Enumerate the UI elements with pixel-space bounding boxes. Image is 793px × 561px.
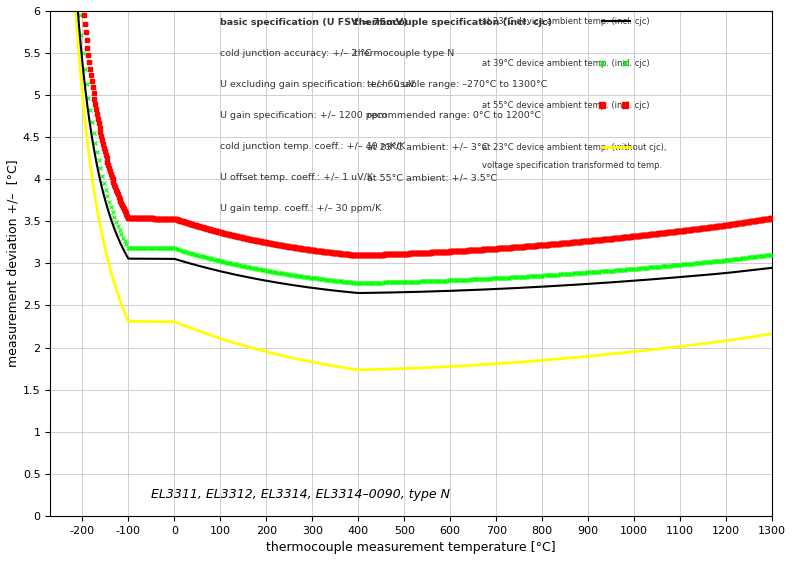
Text: thermocouple type N: thermocouple type N [354, 49, 454, 58]
Text: recommended range: 0°C to 1200°C: recommended range: 0°C to 1200°C [367, 111, 542, 120]
Text: at 39°C device ambient temp. (incl. cjc): at 39°C device ambient temp. (incl. cjc) [482, 58, 650, 68]
Text: U excluding gain specification: +/– 60 uV: U excluding gain specification: +/– 60 u… [220, 80, 416, 89]
Text: basic specification (U FSV = 75mV): basic specification (U FSV = 75mV) [220, 18, 408, 27]
Text: thermocouple specification (incl. cjc): thermocouple specification (incl. cjc) [354, 18, 552, 27]
Text: U offset temp. coeff.: +/– 1 uV/K: U offset temp. coeff.: +/– 1 uV/K [220, 173, 374, 182]
Text: voltage specification transformed to temp.: voltage specification transformed to tem… [482, 161, 662, 170]
X-axis label: thermocouple measurement temperature [°C]: thermocouple measurement temperature [°C… [266, 541, 556, 554]
Text: U gain temp. coeff.: +/– 30 ppm/K: U gain temp. coeff.: +/– 30 ppm/K [220, 204, 381, 214]
Text: at 55°C device ambient temp. (incl. cjc): at 55°C device ambient temp. (incl. cjc) [482, 100, 650, 110]
Text: at 23°C device ambient temp. (incl. cjc): at 23°C device ambient temp. (incl. cjc) [482, 16, 650, 26]
Text: at 23°C device ambient temp. (without cjc),: at 23°C device ambient temp. (without cj… [482, 142, 667, 151]
Text: tech. usable range: –270°C to 1300°C: tech. usable range: –270°C to 1300°C [367, 80, 548, 89]
Text: EL3311, EL3312, EL3314, EL3314–0090, type N: EL3311, EL3312, EL3314, EL3314–0090, typ… [151, 488, 450, 500]
Text: cold junction temp. coeff.: +/– 40 mK/K: cold junction temp. coeff.: +/– 40 mK/K [220, 142, 406, 151]
Text: at 55°C ambient: +/– 3.5°C: at 55°C ambient: +/– 3.5°C [367, 173, 497, 182]
Text: at 23°C ambient: +/– 3°C: at 23°C ambient: +/– 3°C [367, 142, 488, 151]
Text: U gain specification: +/– 1200 ppm: U gain specification: +/– 1200 ppm [220, 111, 387, 120]
Y-axis label: measurement deviation +/–  [°C]: measurement deviation +/– [°C] [7, 159, 20, 367]
Text: cold junction accuracy: +/– 2 °C: cold junction accuracy: +/– 2 °C [220, 49, 372, 58]
